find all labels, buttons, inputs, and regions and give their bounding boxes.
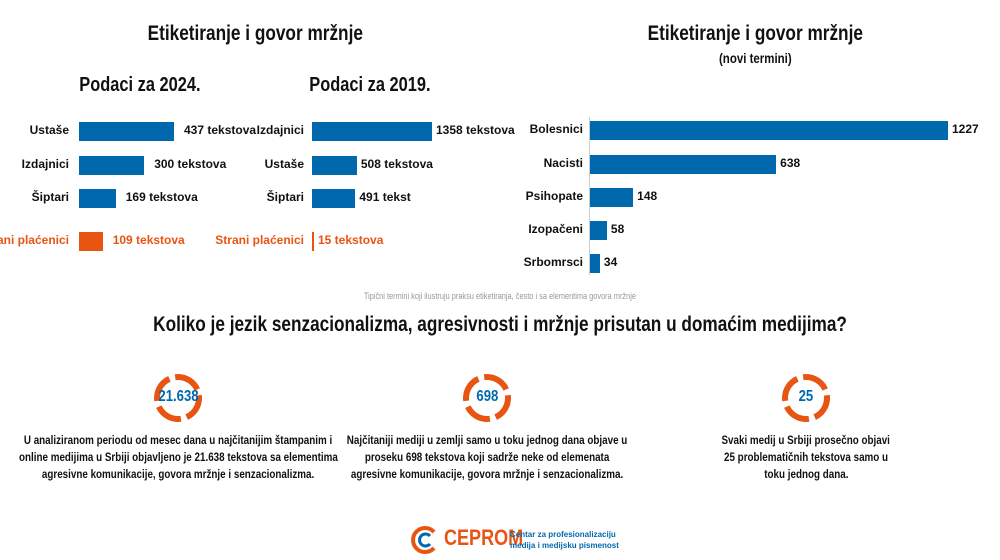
- bar: [590, 121, 948, 140]
- bar-label: Izopačeni: [528, 222, 583, 236]
- bar-value: 1227: [952, 122, 979, 136]
- bar-value: 34: [603, 255, 618, 269]
- stat-description: Svaki medij u Srbiji prosečno objavi 25 p…: [721, 433, 891, 481]
- axis-line: [589, 117, 590, 275]
- right-subtitle: (novi termini): [718, 50, 792, 66]
- logo-text: CEPROM: [444, 525, 524, 550]
- bar-value: 15 tekstova: [318, 233, 384, 247]
- bar: [79, 189, 116, 208]
- bar-value: 300 tekstova: [154, 157, 227, 171]
- bar: [79, 122, 174, 141]
- stat-ring: [460, 371, 514, 425]
- bar-label: Ustaše: [264, 157, 304, 171]
- bar-label: Psihopate: [525, 189, 583, 203]
- ring-icon: [463, 374, 511, 422]
- bar-value: 508 tekstova: [360, 157, 433, 171]
- ring-icon: [782, 374, 830, 422]
- bar-label: Strani plaćenici: [0, 233, 69, 247]
- bar-value: 491 tekst: [359, 190, 411, 204]
- bar: [312, 232, 314, 251]
- question-heading: Koliko je jezik senzacionalizma, agresiv…: [153, 313, 847, 336]
- bar-value: 148: [637, 189, 658, 203]
- bar-label: Šiptari: [31, 190, 69, 204]
- bar-value: 437 tekstova: [184, 123, 257, 137]
- bar: [590, 188, 634, 207]
- stat-ring: [779, 371, 833, 425]
- stat-value: 25: [798, 388, 814, 405]
- left-title: Etiketiranje i govor mržnje: [147, 22, 363, 45]
- bar-value: 638: [780, 156, 801, 170]
- stat-description: Najčitaniji mediji u zemlji samo u toku …: [346, 433, 628, 481]
- bar-label: Strani plaćenici: [215, 233, 304, 247]
- bar-label: Izdajnici: [21, 157, 69, 171]
- bar-value: 169 tekstova: [125, 190, 198, 204]
- bar-label: Izdajnici: [256, 123, 304, 137]
- bar-value: 109 tekstova: [112, 233, 185, 247]
- bar-label: Bolesnici: [529, 122, 583, 136]
- stat-value: 21.638: [157, 388, 199, 405]
- right-title: Etiketiranje i govor mržnje: [647, 22, 863, 45]
- bar: [312, 189, 356, 208]
- bar: [590, 155, 777, 174]
- bar: [590, 221, 607, 240]
- bar-value: 1358 tekstova: [436, 123, 515, 137]
- bar: [79, 232, 103, 251]
- ring-icon: [154, 374, 202, 422]
- bar-label: Srbomrsci: [523, 255, 583, 269]
- caption: Tipični termini koji ilustruju praksu et…: [363, 291, 637, 301]
- bar: [312, 156, 357, 175]
- bar: [79, 156, 145, 175]
- stat-description: U analiziranom periodu od mesec dana u n…: [18, 433, 338, 481]
- bar: [312, 122, 432, 141]
- bar-value: 58: [610, 222, 625, 236]
- bar: [590, 254, 600, 273]
- chart-2024-title: Podaci za 2024.: [79, 74, 201, 96]
- ceprom-logo: [410, 525, 440, 560]
- chart-2019-title: Podaci za 2019.: [309, 74, 431, 96]
- bar-label: Šiptari: [266, 190, 304, 204]
- ceprom-logo-icon: [411, 526, 436, 554]
- stat-value: 698: [476, 388, 498, 405]
- stat-ring: [151, 371, 205, 425]
- bar-label: Nacisti: [543, 156, 583, 170]
- bar-label: Ustaše: [29, 123, 69, 137]
- logo-tagline: Centar za profesionalizaciju medija i med…: [510, 530, 619, 550]
